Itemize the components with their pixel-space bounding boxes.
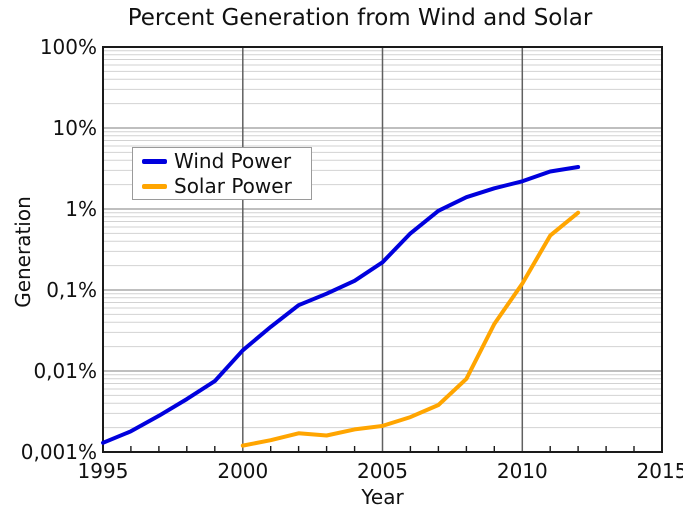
x-tick-label: 2015	[637, 459, 683, 483]
y-tick-label: 10%	[53, 116, 97, 140]
x-tick-label: 1995	[78, 459, 129, 483]
y-tick-label: 100%	[40, 35, 97, 59]
x-tick-label: 2000	[217, 459, 268, 483]
legend-item-solar: Solar Power	[142, 175, 311, 197]
y-tick-label: 0,1%	[46, 278, 97, 302]
y-tick-label: 1%	[65, 197, 97, 221]
x-tick-label: 2010	[497, 459, 548, 483]
legend: Wind Power Solar Power	[132, 147, 312, 200]
legend-label-wind: Wind Power	[174, 149, 292, 173]
y-tick-label: 0,01%	[33, 359, 97, 383]
y-tick-label: 0,001%	[21, 440, 97, 464]
solar-line-swatch	[142, 183, 167, 189]
x-tick-label: 2005	[357, 459, 408, 483]
legend-label-solar: Solar Power	[174, 174, 292, 198]
x-axis-title: Year	[361, 485, 404, 509]
chart-title: Percent Generation from Wind and Solar	[127, 5, 593, 31]
legend-item-wind: Wind Power	[142, 150, 311, 172]
wind-line-swatch	[142, 158, 167, 164]
